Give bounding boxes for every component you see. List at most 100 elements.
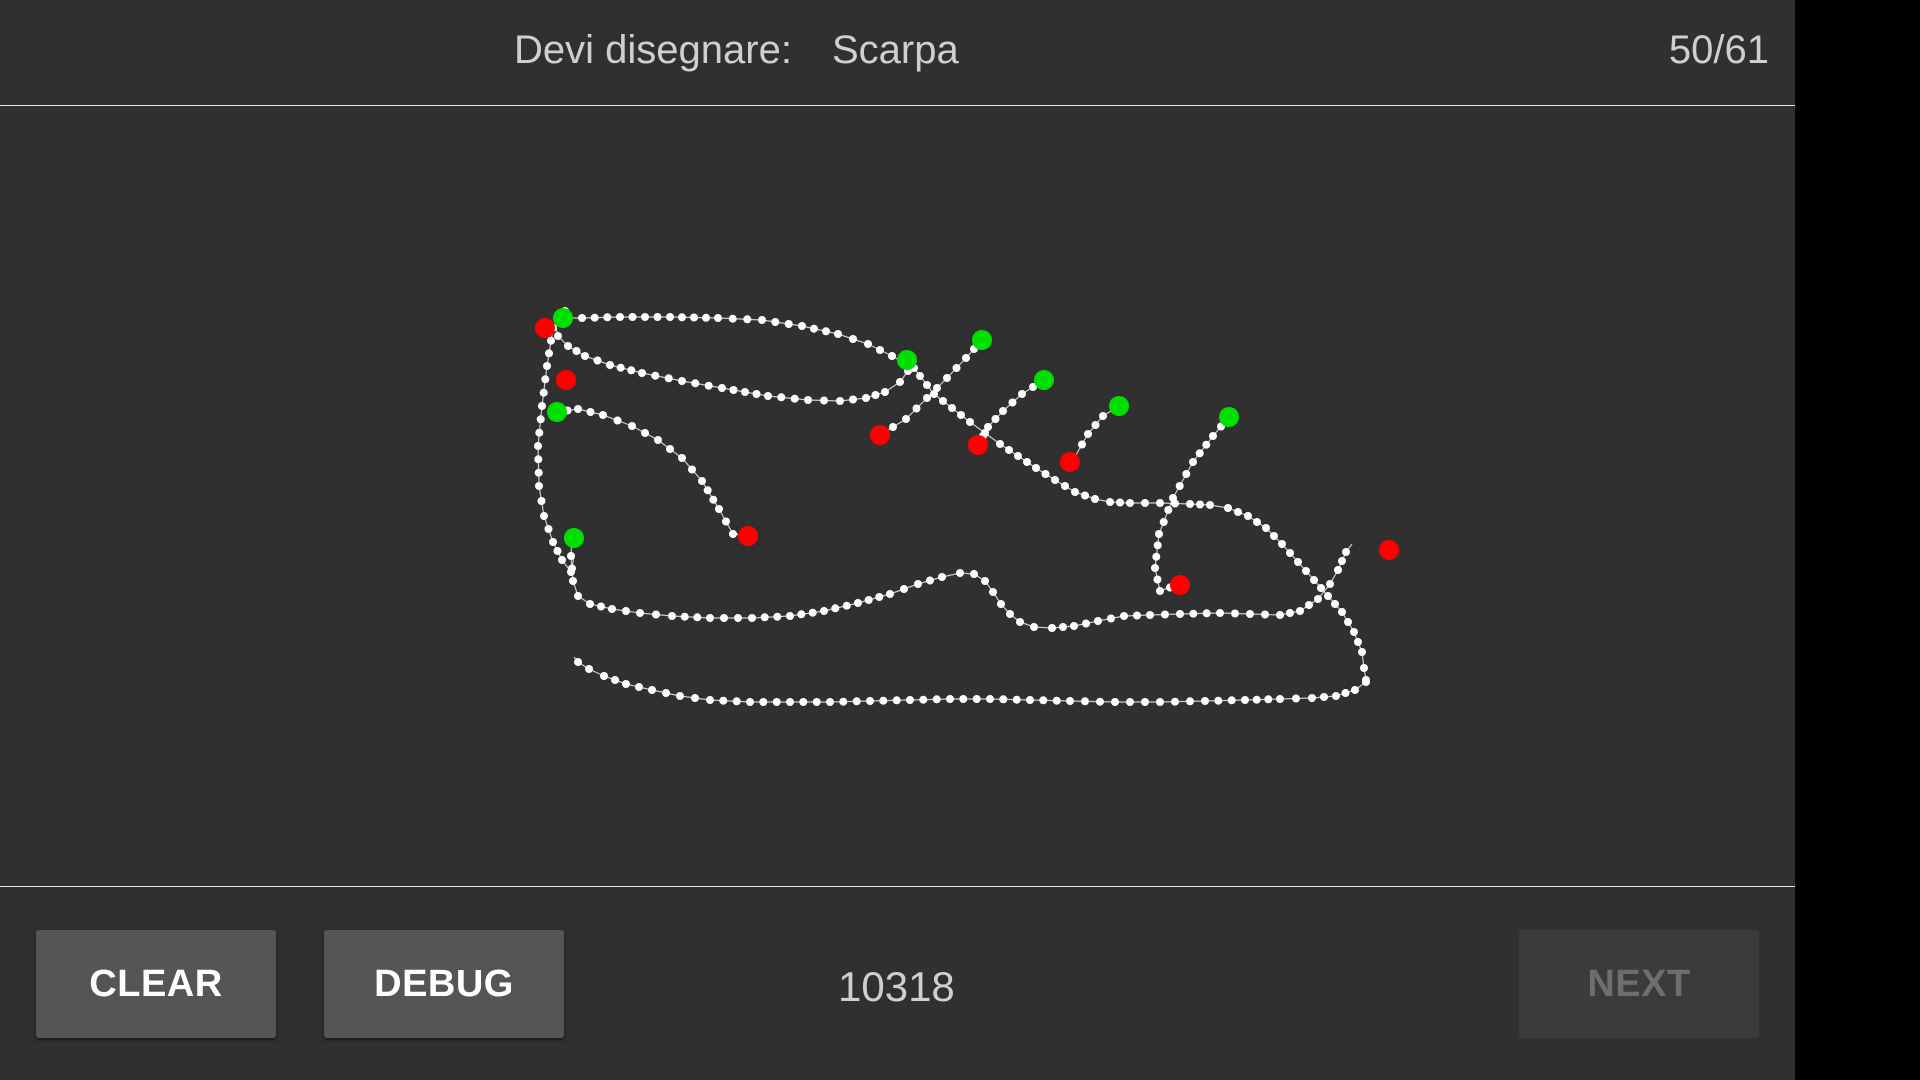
stroke-point — [932, 695, 941, 704]
stroke-point — [1331, 600, 1339, 608]
stroke-point — [1292, 694, 1300, 703]
stroke-point — [1224, 504, 1232, 512]
stroke-point — [760, 613, 769, 622]
stroke-point — [1151, 564, 1159, 572]
stroke-point — [1156, 499, 1164, 507]
stroke-point — [1091, 495, 1099, 503]
stroke-point — [574, 592, 582, 600]
stroke-start-marker — [1034, 370, 1054, 390]
stroke-point — [871, 391, 880, 399]
stroke-point — [574, 405, 582, 413]
stroke-point — [1023, 458, 1031, 466]
stroke-point — [1324, 592, 1332, 600]
stroke-point — [536, 415, 545, 424]
stroke-point — [1201, 697, 1209, 705]
stroke-point — [772, 698, 781, 706]
stroke-point — [593, 356, 602, 365]
stroke-point — [1351, 686, 1359, 694]
stroke-point — [1141, 698, 1149, 706]
stroke-point — [719, 696, 728, 705]
stroke-end-marker — [968, 435, 988, 455]
drawing-canvas[interactable] — [0, 106, 1795, 887]
stroke-point — [752, 390, 761, 398]
stroke-point — [567, 552, 575, 560]
stroke-point — [1164, 506, 1173, 514]
stroke-point — [1146, 611, 1154, 619]
stroke-point — [758, 316, 766, 324]
stroke-point — [1026, 696, 1034, 704]
stroke-point — [916, 372, 924, 380]
stroke-point — [996, 440, 1004, 448]
stroke-point — [957, 411, 965, 419]
stroke-point — [578, 314, 586, 322]
stroke-point — [728, 314, 737, 323]
stroke-point — [1354, 638, 1362, 646]
stroke-point — [888, 352, 896, 360]
stroke-point — [790, 394, 799, 403]
stroke-point — [1276, 611, 1284, 619]
debug-button[interactable]: DEBUG — [324, 930, 564, 1038]
stroke-point — [812, 698, 821, 706]
stroke-point — [627, 366, 636, 375]
stroke-point — [600, 672, 608, 680]
stroke-point — [1014, 452, 1022, 460]
stroke-point — [651, 371, 660, 380]
clear-button[interactable]: CLEAR — [36, 930, 276, 1038]
stroke-point — [678, 377, 686, 385]
stroke-point — [691, 379, 700, 388]
stroke-point — [537, 497, 546, 505]
stroke-point — [876, 346, 884, 354]
stroke-point — [1182, 470, 1191, 478]
stroke-point — [1099, 412, 1107, 420]
progress-counter: 50/61 — [1668, 28, 1769, 72]
stroke-point — [866, 697, 874, 705]
stroke-point — [786, 698, 794, 706]
stroke-point — [549, 538, 557, 546]
stroke-point — [720, 614, 728, 622]
stroke-point — [703, 486, 712, 495]
stroke-point — [900, 585, 908, 593]
stroke-point — [1314, 595, 1322, 603]
stroke-point — [1276, 695, 1284, 703]
stroke-point — [1106, 498, 1114, 506]
stroke-point — [653, 313, 662, 321]
stroke-point — [1133, 611, 1141, 620]
stroke-point — [875, 593, 884, 601]
stroke-point — [715, 505, 723, 513]
stroke-point — [1186, 500, 1194, 508]
stroke-point — [1326, 580, 1334, 588]
stroke-point — [1161, 610, 1169, 619]
stroke-point — [1286, 609, 1294, 617]
stroke-point — [1171, 697, 1179, 706]
stroke-point — [553, 547, 562, 555]
stroke-end-marker — [556, 370, 576, 390]
stroke-point — [1155, 530, 1163, 538]
stroke-point — [1107, 614, 1115, 623]
stroke-point — [1153, 575, 1162, 584]
stroke-point — [1082, 619, 1090, 628]
stroke-point — [919, 695, 928, 704]
stroke-point — [1244, 512, 1252, 520]
stroke-point — [886, 590, 894, 598]
stroke-point — [678, 313, 686, 322]
stroke-point — [914, 580, 922, 588]
next-button[interactable]: NEXT — [1519, 930, 1759, 1038]
drawing-svg[interactable] — [0, 106, 1795, 886]
stroke-point — [839, 697, 848, 706]
stroke-point — [1048, 624, 1056, 632]
stroke-point — [585, 665, 593, 673]
stroke-point — [808, 608, 817, 617]
stroke-point — [1005, 446, 1013, 454]
stroke-point — [547, 336, 555, 345]
stroke-point — [538, 402, 546, 410]
stroke-point — [680, 612, 689, 621]
stroke-point — [568, 564, 576, 573]
stroke-point — [1156, 698, 1164, 706]
stroke-point — [1332, 692, 1340, 700]
stroke-point — [986, 695, 994, 703]
stroke-point — [972, 695, 981, 703]
stroke-point — [1059, 623, 1067, 631]
stroke-point — [539, 388, 548, 397]
stroke-point — [1308, 694, 1316, 702]
stroke-point — [622, 680, 630, 688]
